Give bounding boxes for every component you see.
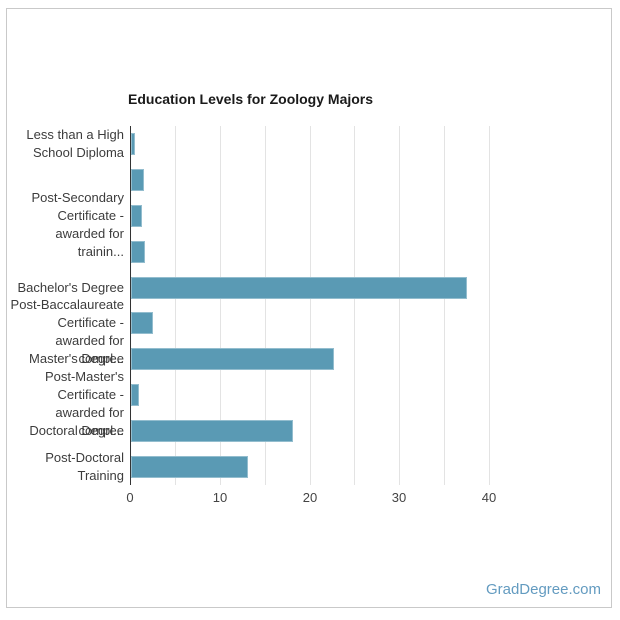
x-axis-tick-label: 30 <box>391 490 407 505</box>
bar <box>131 277 467 299</box>
bar <box>131 384 139 406</box>
x-axis-tick-label: 20 <box>302 490 318 505</box>
gridline <box>265 126 266 485</box>
gridline <box>310 126 311 485</box>
x-axis-tick-label: 40 <box>481 490 497 505</box>
bar <box>131 169 144 191</box>
x-axis-tick-label: 0 <box>126 490 134 505</box>
gridline <box>354 126 355 485</box>
y-axis-label: Post-Secondary Certificate - awarded for t… <box>31 190 125 259</box>
gridline <box>175 126 176 485</box>
bar <box>131 241 145 263</box>
chart-title: Education Levels for Zoology Majors <box>128 91 374 107</box>
bar <box>131 133 135 155</box>
plot-area <box>130 126 534 485</box>
gridline <box>444 126 445 485</box>
y-axis-label: Doctoral Degree <box>29 423 124 438</box>
y-axis-label: Post-Master's Certificate - awarded for co… <box>44 369 124 438</box>
chart-frame: Education Levels for Zoology Majors Less… <box>6 8 612 608</box>
y-axis-line <box>130 126 131 485</box>
x-axis-labels: 0 10 20 30 40 <box>126 490 534 510</box>
y-axis-labels: Less than a High School Diploma Post-Secon… <box>7 126 124 485</box>
gridline <box>220 126 221 485</box>
bar <box>131 312 153 334</box>
bar <box>131 420 293 442</box>
y-axis-label: Master's Degree <box>29 351 124 366</box>
x-axis-tick-label: 10 <box>212 490 228 505</box>
gridline <box>489 126 490 485</box>
y-axis-label: Bachelor's Degree <box>17 280 124 295</box>
graddegree-watermark-link[interactable]: GradDegree.com <box>485 581 601 598</box>
y-axis-label: Post-Baccalaureate Certificate - awarded f… <box>10 297 124 366</box>
y-axis-label: Less than a High School Diploma <box>26 127 124 160</box>
y-axis-label: Post-Doctoral Training <box>45 450 124 483</box>
bar <box>131 456 248 478</box>
gridline <box>399 126 400 485</box>
bar <box>131 348 334 370</box>
bar <box>131 205 142 227</box>
